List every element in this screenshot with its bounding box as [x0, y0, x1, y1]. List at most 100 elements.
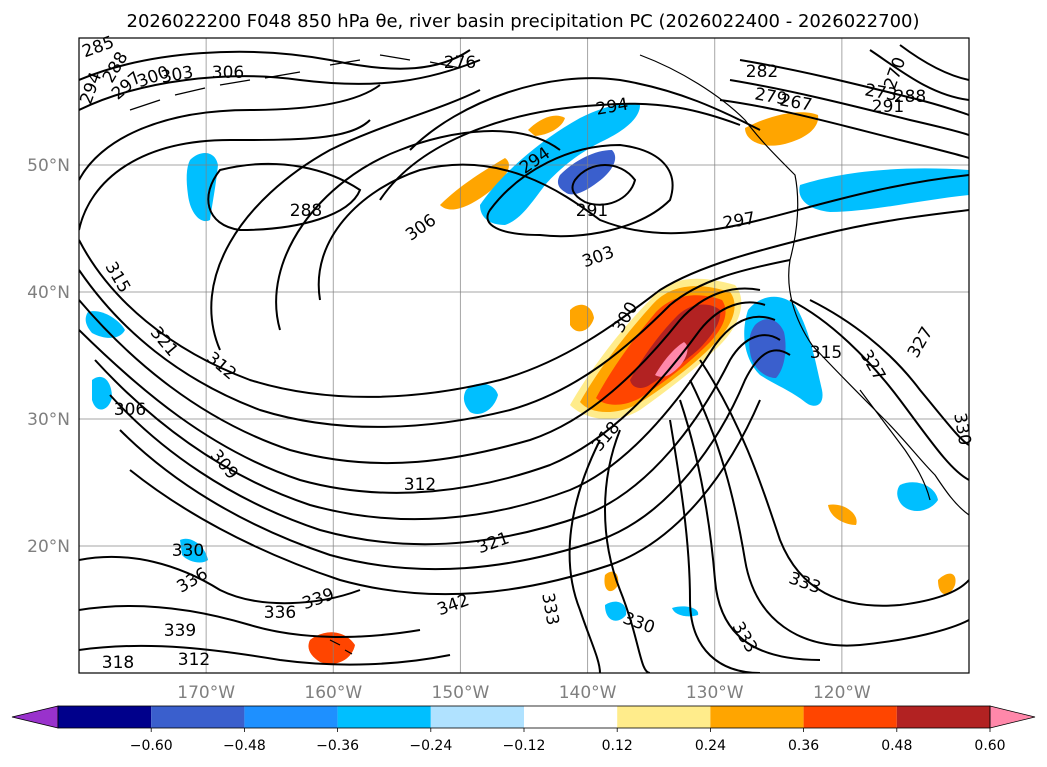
colorbar-tick-label: 0.12 [602, 738, 633, 754]
contour-line [604, 429, 651, 673]
positive-anomaly-midlat-band2 [528, 115, 565, 136]
baja-coast [859, 389, 931, 501]
contour-line [486, 143, 674, 238]
latitude-tick-label: 20°N [27, 537, 70, 557]
contour-line [79, 604, 421, 638]
colorbar-tick-label: 0.48 [881, 738, 912, 754]
colorbar-tick-label: −0.12 [503, 738, 546, 754]
contour-line [79, 301, 766, 494]
contour-line [79, 49, 471, 81]
negative-anomaly-north-arc [480, 103, 640, 225]
colorbar-segment [803, 706, 897, 728]
colorbar-segment [524, 706, 618, 728]
map-panel [79, 38, 969, 673]
longitude-tick-label: 150°W [432, 683, 490, 703]
contour-line [409, 77, 761, 151]
contour-label: 315 [810, 343, 842, 363]
aleutian-islands [129, 54, 461, 111]
contour-label: 291 [576, 201, 608, 221]
colorbar-tick-label: −0.60 [130, 738, 173, 754]
contour-label: 306 [114, 400, 146, 420]
contour-line [79, 287, 761, 465]
graticule [79, 38, 969, 673]
colorbar-segment [710, 706, 804, 728]
contour-line [79, 119, 371, 231]
colorbar-extend-max [989, 705, 1036, 729]
contour-line [379, 102, 741, 201]
negative-anomaly-sw [180, 538, 208, 563]
north-america-coast [639, 54, 969, 516]
colorbar-tick-label: −0.24 [409, 738, 452, 754]
contour-label: 291 [872, 97, 904, 117]
colorbar-segment [244, 706, 338, 728]
contour-line [210, 89, 481, 351]
contour-label: 312 [178, 650, 210, 670]
contour-line [739, 59, 969, 116]
contour-line [79, 644, 451, 666]
colorbar-segment [58, 706, 152, 728]
contour-line [809, 299, 969, 446]
contour-line [571, 164, 637, 206]
negative-anomaly-north-arc-core [557, 150, 616, 195]
colorbar-tick-label: 0.60 [974, 738, 1005, 754]
map-frame [78, 37, 970, 674]
hawaii-islands [329, 639, 353, 655]
positive-anomaly-south-hawaii [308, 632, 355, 665]
contour-line [79, 59, 481, 111]
positive-anomaly-small-4 [938, 573, 956, 595]
colorbar-tick-label: 0.24 [695, 738, 726, 754]
contour-line [207, 162, 362, 232]
colorbar-segment [617, 706, 711, 728]
longitude-tick-label: 140°W [559, 683, 617, 703]
latitude-labels: 20°N 30°N 40°N 50°N [27, 156, 70, 557]
chart-title: 2026022200 F048 850 hPa θe, river basin … [127, 11, 920, 32]
negative-anomaly-california-core [749, 319, 786, 378]
contour-label: 288 [894, 87, 926, 107]
contour-label: 282 [746, 62, 778, 82]
longitude-tick-label: 170°W [177, 683, 235, 703]
longitude-tick-label: 160°W [304, 683, 362, 703]
longitude-tick-label: 130°W [686, 683, 744, 703]
contour-line [79, 259, 791, 428]
contour-label: 288 [290, 201, 322, 221]
contour-label: 339 [164, 621, 196, 641]
contour-line [669, 419, 761, 673]
colorbar-segment [151, 706, 245, 728]
longitude-labels: 170°W 160°W 150°W 140°W 130°W 120°W [177, 683, 871, 703]
contour-line [789, 299, 969, 481]
contour-label: 276 [444, 53, 476, 73]
positive-anomaly-core-darkred [630, 304, 721, 388]
contour-line [729, 79, 969, 136]
contour-line [275, 130, 561, 331]
map-background [79, 38, 969, 673]
negative-anomaly-west-3 [92, 376, 112, 410]
contour-label: 336 [264, 603, 296, 623]
contour-label: 330 [172, 541, 204, 561]
contour-line [79, 555, 361, 605]
contour-line [869, 49, 969, 101]
colorbar-tick-label: −0.36 [316, 738, 359, 754]
contour-label: 312 [404, 475, 436, 495]
latitude-tick-label: 50°N [27, 156, 70, 176]
theta-e-contours [79, 44, 969, 673]
negative-anomaly-small-1 [605, 601, 627, 621]
latitude-tick-label: 30°N [27, 410, 70, 430]
colorbar-tick-label: −0.48 [223, 738, 266, 754]
contour-label: 318 [102, 653, 134, 673]
colorbar-tick-label: 0.36 [788, 738, 819, 754]
longitude-tick-label: 120°W [813, 683, 871, 703]
colorbar-extend-min [11, 705, 59, 729]
contour-line [109, 334, 781, 546]
colorbar-segment [896, 706, 990, 728]
positive-anomaly-ne-band [745, 112, 819, 146]
contour-line [317, 163, 969, 301]
contour-line [719, 99, 969, 159]
negative-anomaly-west [186, 153, 218, 222]
contour-line [568, 439, 601, 673]
contour-line [129, 399, 761, 596]
positive-anomaly-midlat-band [440, 158, 509, 210]
negative-anomaly-mid [463, 383, 498, 415]
contour-line [79, 84, 381, 181]
negative-anomaly-se [897, 482, 938, 512]
